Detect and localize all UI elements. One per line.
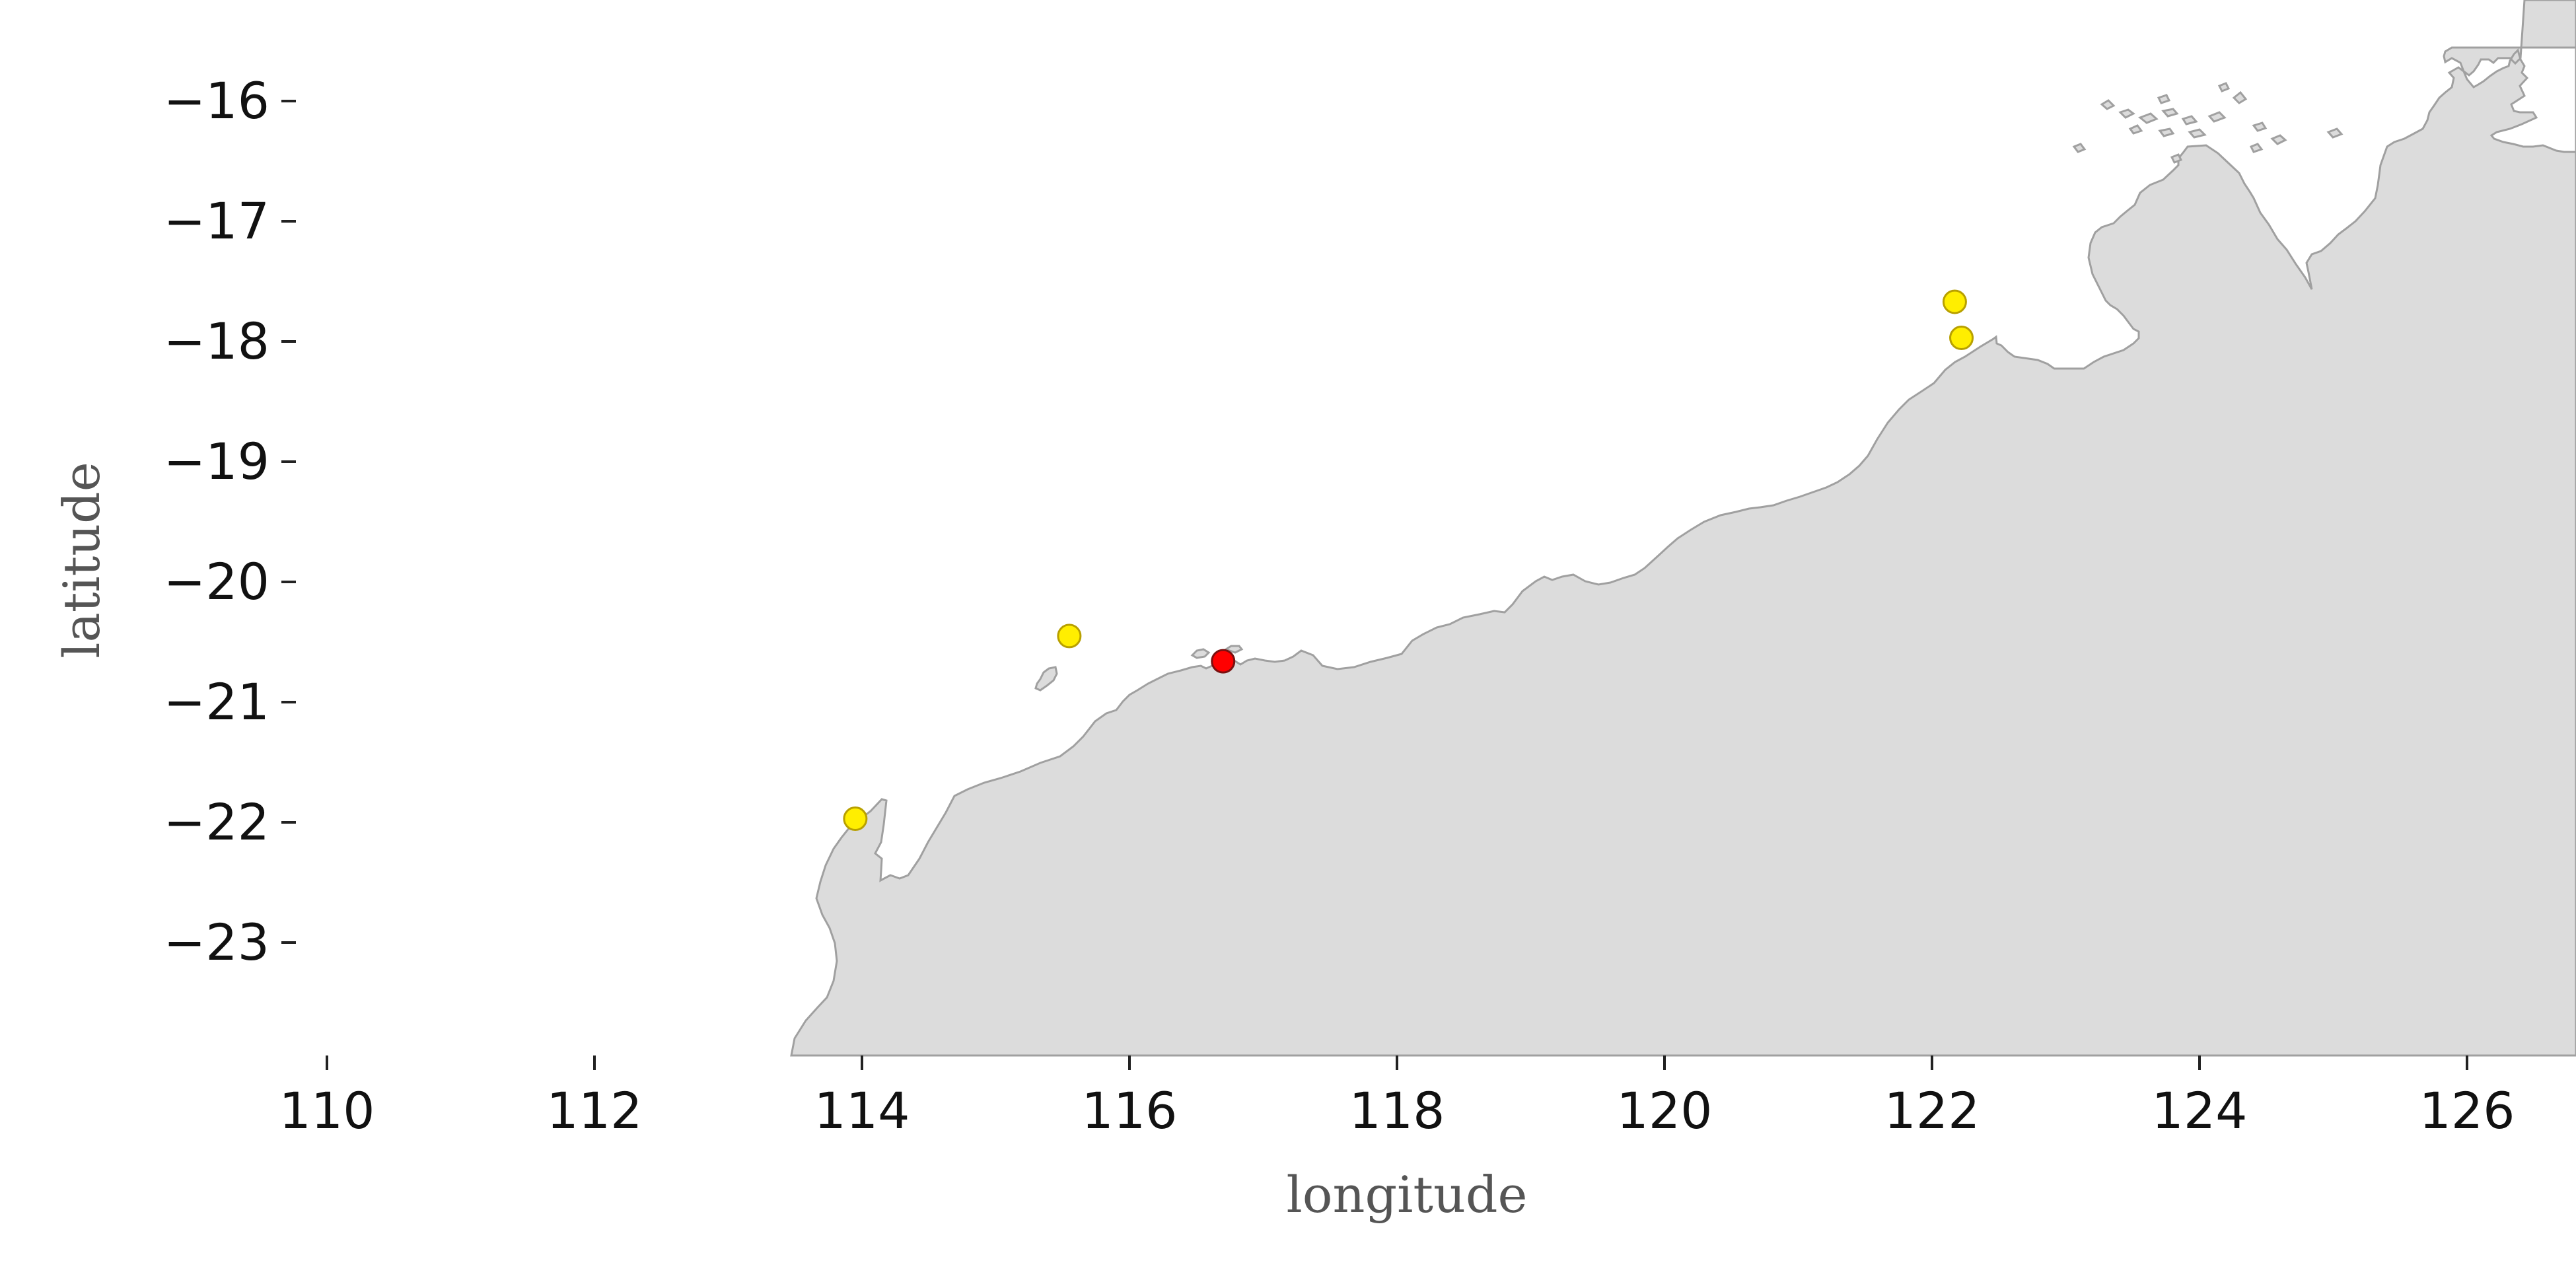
y-tick: −21 [164, 672, 296, 731]
map-marker[interactable] [1211, 649, 1236, 674]
x-tick-label: 126 [2419, 1081, 2515, 1140]
y-ticks: −16 −17 −18 −19 −20 −21 −22 −23 [164, 71, 296, 972]
landmass-western-australia [790, 0, 2576, 1057]
y-tick: −19 [164, 432, 296, 491]
y-tick: −22 [164, 793, 296, 851]
x-ticks: 110 112 114 116 118 120 122 124 126 [279, 1055, 2515, 1140]
y-tick-label: −22 [164, 793, 269, 851]
y-tick: −17 [164, 192, 296, 250]
map-marker[interactable] [1949, 326, 1974, 351]
x-axis-title: longitude [1286, 1165, 1527, 1224]
y-tick: −20 [164, 552, 296, 611]
map-marker[interactable] [843, 806, 868, 832]
x-tick: 124 [2151, 1055, 2248, 1140]
y-tick-label: −18 [164, 312, 269, 371]
x-tick: 122 [1884, 1055, 1980, 1140]
landmass-small-island [1190, 648, 1211, 659]
map-marker[interactable] [1942, 289, 1967, 314]
x-tick-label: 110 [279, 1081, 375, 1140]
x-tick-label: 116 [1081, 1081, 1177, 1140]
y-tick: −23 [164, 913, 296, 972]
x-tick: 118 [1349, 1055, 1445, 1140]
land-layer [790, 0, 2576, 1057]
x-tick-label: 118 [1349, 1081, 1445, 1140]
y-axis: −16 −17 −18 −19 −20 −21 −22 −23 latitude [52, 71, 296, 972]
y-tick-label: −23 [164, 913, 269, 972]
map-marker[interactable] [1057, 624, 1082, 649]
y-tick-label: −19 [164, 432, 269, 491]
y-axis-title: latitude [52, 462, 111, 659]
x-tick: 126 [2419, 1055, 2515, 1140]
x-tick-label: 112 [546, 1081, 642, 1140]
x-tick: 114 [814, 1055, 910, 1140]
y-tick-label: −21 [164, 672, 269, 731]
landmass-barrow-island [1034, 666, 1058, 692]
y-tick-label: −17 [164, 192, 269, 250]
y-tick-label: −20 [164, 552, 269, 611]
markers-layer [843, 289, 1974, 832]
y-tick: −16 [164, 71, 296, 130]
landmass-small-island [1223, 645, 1244, 654]
map-plot-area [790, 0, 2576, 1057]
x-axis: 110 112 114 116 118 120 122 124 126 longitude [279, 1055, 2515, 1224]
x-tick-label: 120 [1616, 1081, 1712, 1140]
x-tick: 120 [1616, 1055, 1713, 1140]
y-tick: −18 [164, 312, 296, 371]
x-tick-label: 124 [2151, 1081, 2247, 1140]
x-tick: 110 [279, 1055, 375, 1140]
x-tick-label: 122 [1884, 1081, 1980, 1140]
x-tick: 116 [1081, 1055, 1178, 1140]
y-tick-label: −16 [164, 71, 269, 130]
x-tick: 112 [546, 1055, 643, 1140]
x-tick-label: 114 [814, 1081, 910, 1140]
kimberley-islets [2072, 82, 2343, 164]
